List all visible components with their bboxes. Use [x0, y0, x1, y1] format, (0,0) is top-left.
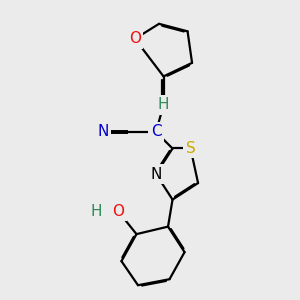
- Text: S: S: [186, 141, 195, 156]
- Text: C: C: [151, 124, 161, 140]
- Text: N: N: [150, 167, 162, 182]
- Text: H: H: [90, 204, 102, 219]
- Text: O: O: [112, 204, 124, 219]
- Text: H: H: [158, 98, 169, 112]
- Text: N: N: [98, 124, 109, 140]
- Text: O: O: [129, 31, 141, 46]
